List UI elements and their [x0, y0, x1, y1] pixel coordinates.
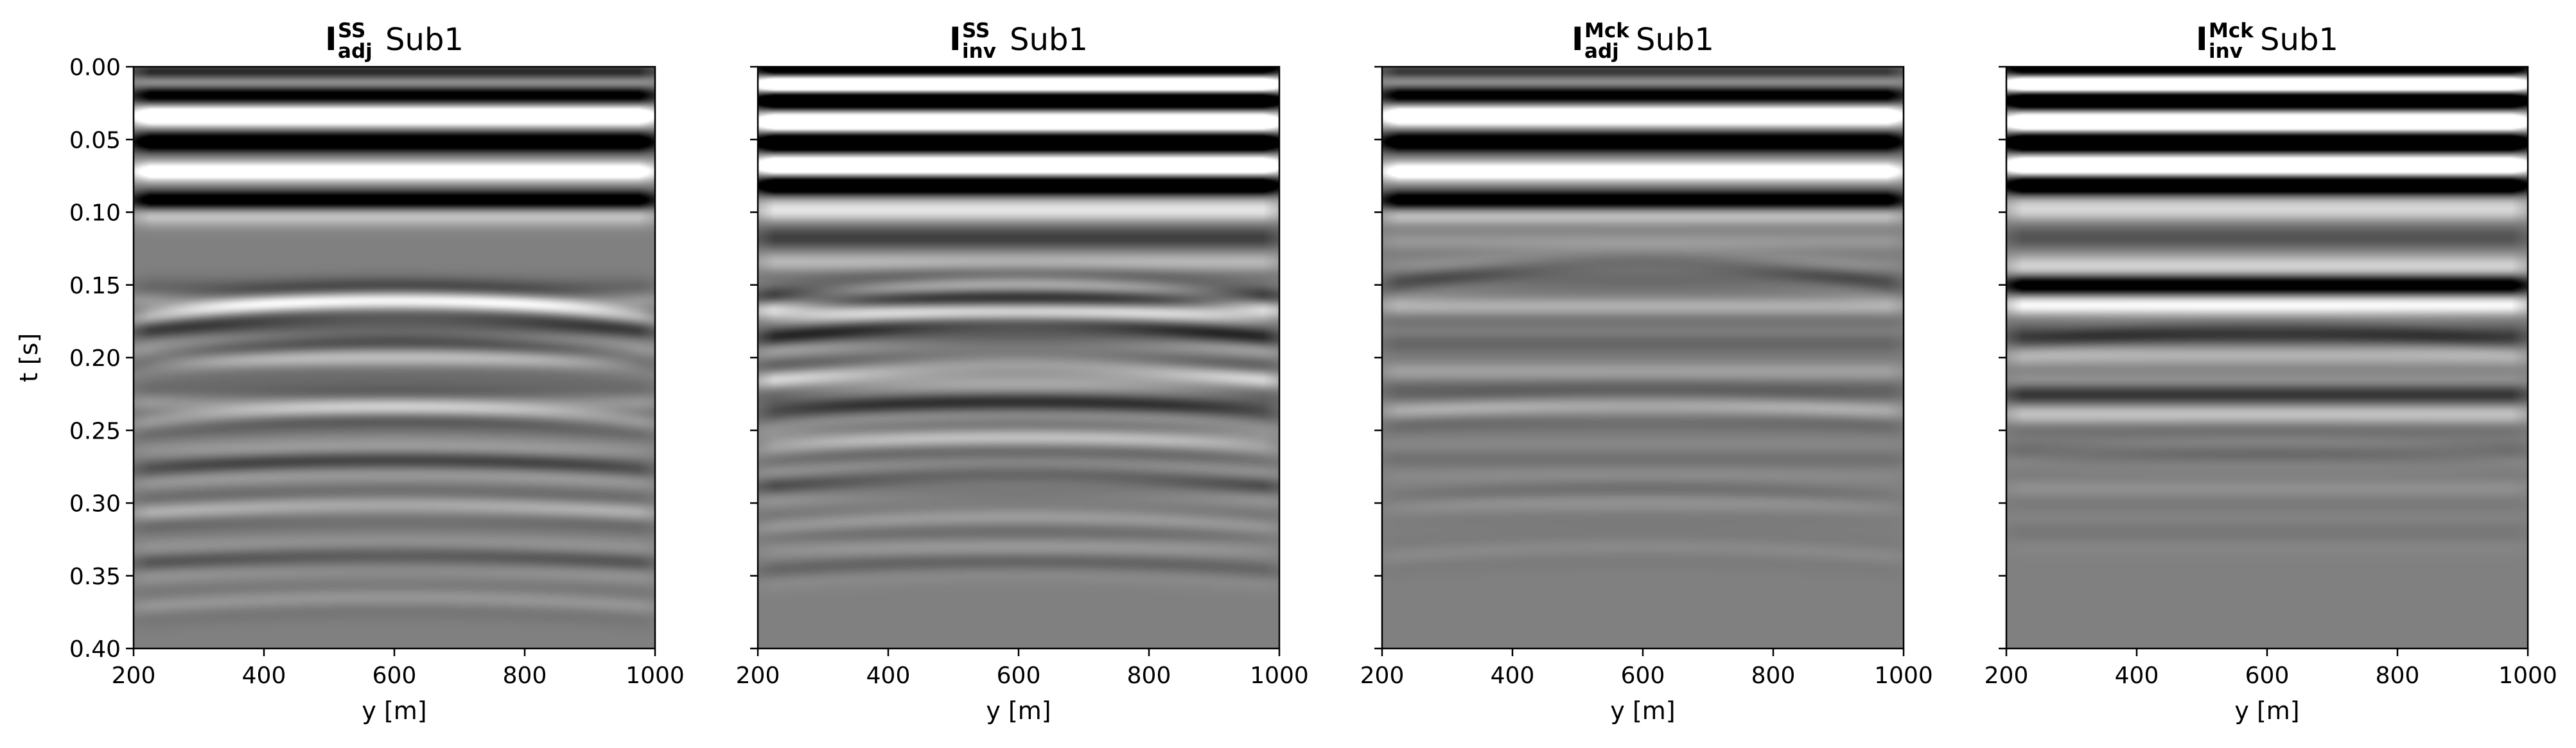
x-tick-label: 800 — [1751, 663, 1796, 689]
seismic-image — [134, 67, 655, 648]
y-tick-label: 0.25 — [69, 418, 121, 444]
x-tick-label: 800 — [1127, 663, 1171, 689]
title-subscript: adj — [338, 40, 372, 63]
title-symbol: I — [325, 21, 337, 58]
title-symbol: I — [1572, 21, 1584, 58]
x-tick-label: 1000 — [1250, 663, 1309, 689]
title-symbol: I — [2196, 21, 2208, 58]
x-axis-label: y [m] — [1610, 697, 1675, 725]
x-tick-label: 200 — [1985, 663, 2029, 689]
x-tick-label: 400 — [866, 663, 911, 689]
x-tick-label: 400 — [1491, 663, 1535, 689]
x-tick-label: 200 — [112, 663, 156, 689]
x-tick-label: 800 — [503, 663, 547, 689]
title-superscript: Mck — [2209, 19, 2254, 42]
y-axis-label: t [s] — [15, 333, 43, 382]
x-tick-label: 600 — [997, 663, 1041, 689]
y-tick-label: 0.30 — [69, 491, 121, 518]
seismic-image — [2006, 67, 2528, 648]
title-subscript: inv — [962, 40, 996, 63]
y-tick-label: 0.10 — [69, 200, 121, 227]
x-tick-label: 600 — [372, 663, 417, 689]
title-superscript: SS — [338, 19, 365, 42]
title-superscript: Mck — [1584, 19, 1630, 42]
y-tick-label: 0.20 — [69, 345, 121, 372]
x-tick-label: 400 — [242, 663, 286, 689]
title-suffix: Sub1 — [385, 22, 464, 58]
x-tick-label: 1000 — [626, 663, 685, 689]
x-tick-label: 800 — [2376, 663, 2420, 689]
x-tick-label: 1000 — [2498, 663, 2557, 689]
x-tick-label: 200 — [1360, 663, 1405, 689]
x-axis-label: y [m] — [362, 697, 426, 725]
y-tick-label: 0.00 — [69, 55, 121, 81]
y-tick-label: 0.05 — [69, 127, 121, 153]
title-subscript: adj — [1584, 40, 1619, 63]
x-axis-label: y [m] — [2234, 697, 2299, 725]
title-suffix: Sub1 — [1636, 22, 1714, 58]
x-tick-label: 1000 — [1874, 663, 1933, 689]
y-tick-label: 0.15 — [69, 273, 121, 299]
x-axis-label: y [m] — [986, 697, 1051, 725]
y-tick-label: 0.35 — [69, 564, 121, 590]
title-superscript: SS — [962, 19, 990, 42]
title-suffix: Sub1 — [2260, 22, 2338, 58]
x-tick-label: 400 — [2115, 663, 2159, 689]
x-tick-label: 600 — [1621, 663, 1665, 689]
x-tick-label: 200 — [736, 663, 780, 689]
seismic-image — [1382, 67, 1904, 648]
title-symbol: I — [949, 21, 961, 58]
y-tick-label: 0.40 — [69, 636, 121, 663]
x-tick-label: 600 — [2245, 663, 2290, 689]
title-subscript: inv — [2209, 40, 2243, 63]
title-suffix: Sub1 — [1010, 22, 1088, 58]
seismic-image — [758, 67, 1279, 648]
